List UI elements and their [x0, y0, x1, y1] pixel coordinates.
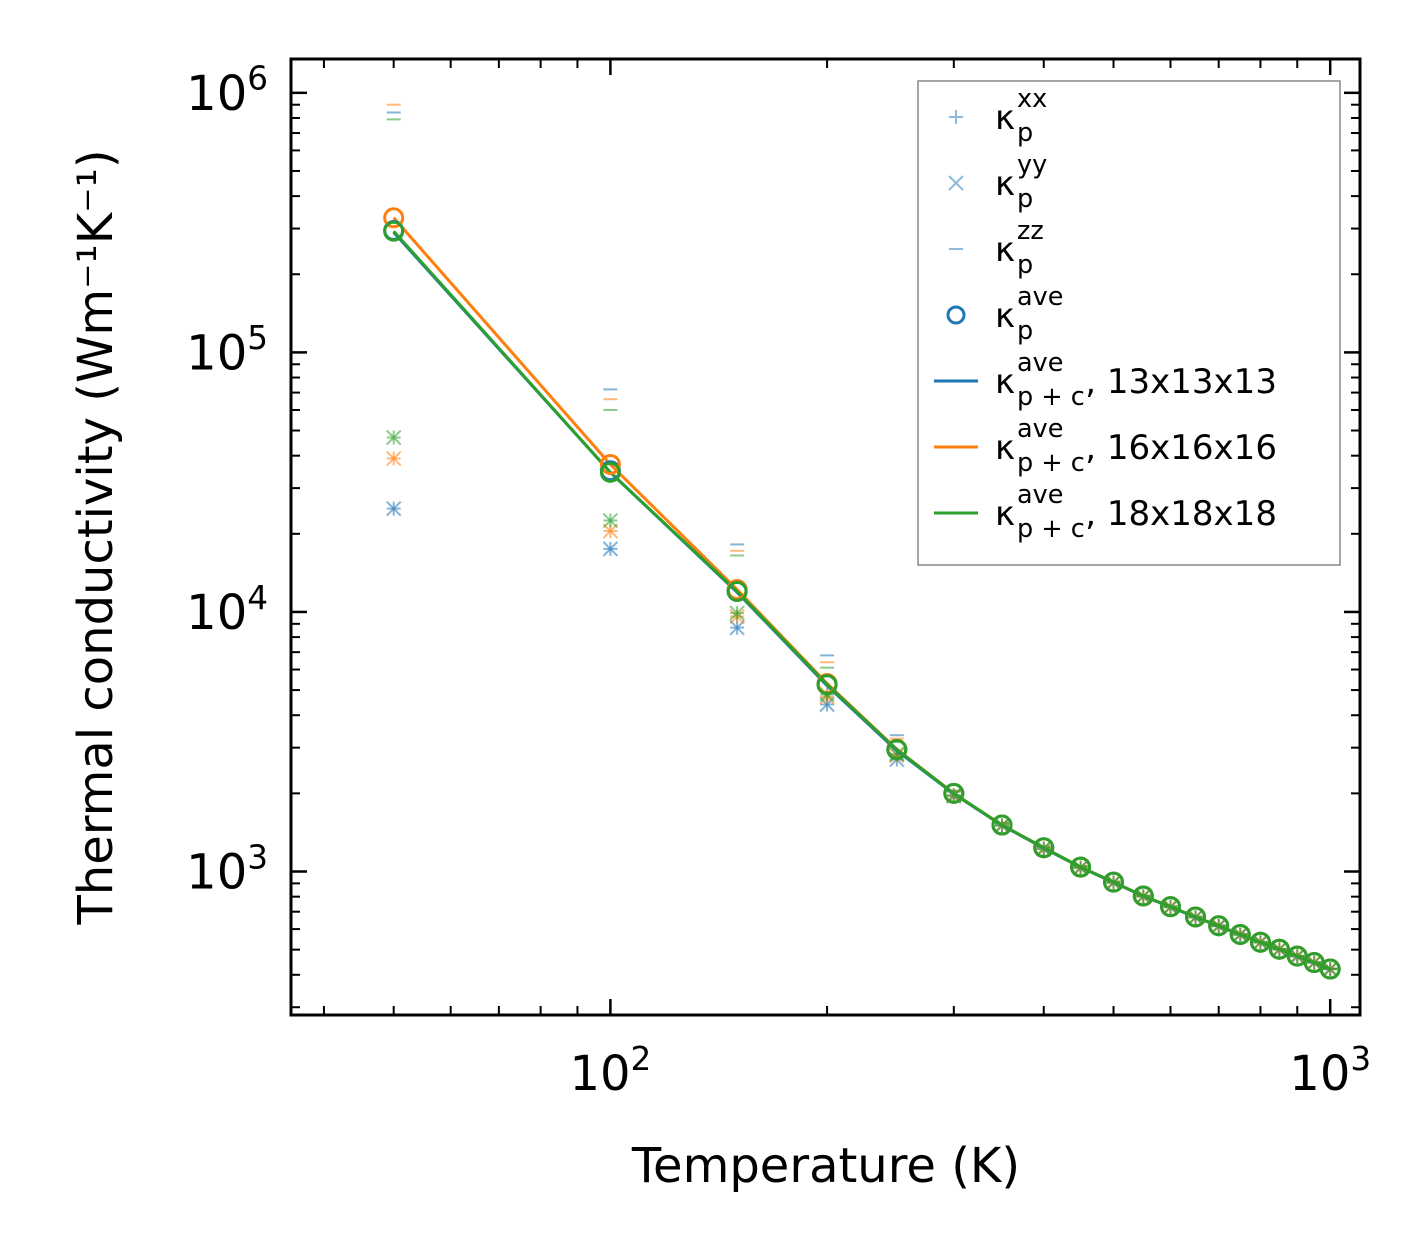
- kave-point-18x18x18: [1160, 896, 1182, 918]
- y-tick-label: 104: [186, 579, 268, 641]
- y-tick-label-exp: 5: [247, 319, 268, 357]
- y-tick-label-exp: 4: [247, 579, 268, 617]
- legend-circle-marker: [946, 305, 966, 325]
- x-tick-label: 102: [569, 1040, 651, 1102]
- legend-label-suffix: , 18x18x18: [1085, 494, 1277, 534]
- legend-label-suffix: , 13x13x13: [1085, 362, 1277, 402]
- x-tick-label-exp: 3: [1350, 1040, 1371, 1078]
- legend-label-sup: xx: [1017, 84, 1047, 114]
- kave-point-18x18x18: [991, 814, 1013, 836]
- legend-label-base: κ: [995, 494, 1015, 534]
- legend-label-base: κ: [995, 362, 1015, 402]
- kyy-point-16x16x16: [385, 450, 402, 467]
- y-tick-label-exp: 6: [247, 60, 268, 98]
- legend-plus-marker: [949, 110, 963, 124]
- legend-label-base: κ: [995, 98, 1015, 138]
- legend-label-base: κ: [995, 428, 1015, 468]
- legend-label-base: κ: [995, 164, 1015, 204]
- x-axis-label: Temperature (K): [631, 1138, 1020, 1194]
- legend-label-base: κ: [995, 230, 1015, 270]
- legend-label-sub: p: [1017, 250, 1033, 280]
- kyy-point-18x18x18: [385, 429, 402, 446]
- kave-point-18x18x18: [1132, 885, 1154, 907]
- legend-x-marker: [948, 175, 964, 191]
- legend-label-sup: ave: [1017, 282, 1063, 312]
- x-tick-label: 103: [1289, 1040, 1371, 1102]
- legend-label: κave p + c, 18x18x18: [995, 480, 1277, 544]
- kave-point-18x18x18: [1070, 856, 1092, 878]
- plot-area: [383, 103, 1341, 980]
- legend-label-sup: ave: [1017, 480, 1063, 510]
- y-tick-label: 106: [186, 60, 268, 122]
- y-tick-label-exp: 3: [247, 838, 268, 876]
- x-tick-label-exp: 2: [631, 1040, 652, 1078]
- legend-label-sup: ave: [1017, 348, 1063, 378]
- y-tick-label: 103: [186, 838, 268, 900]
- legend-label-sup: zz: [1017, 216, 1044, 246]
- y-tick-label-base: 10: [186, 325, 247, 381]
- y-axis-label: Thermal conductivity (Wm⁻¹K⁻¹): [68, 149, 124, 925]
- legend-label-sub: p: [1017, 316, 1033, 346]
- kyy-point-13x13x13: [729, 619, 745, 636]
- legend-label: κave p + c, 13x13x13: [995, 348, 1277, 412]
- legend-label-sup: yy: [1017, 150, 1047, 180]
- kpc-line-18x18x18: [392, 230, 1331, 971]
- y-tick-label: 105: [186, 319, 268, 381]
- kave-point-18x18x18: [1249, 931, 1271, 953]
- legend-label: κyy p: [995, 150, 1047, 214]
- y-tick-label-base: 10: [186, 66, 247, 122]
- legend-label: κave p: [995, 282, 1063, 346]
- legend-label-sub: p + c: [1017, 448, 1085, 478]
- x-tick-label-base: 10: [569, 1046, 630, 1102]
- y-tick-label-base: 10: [186, 585, 247, 641]
- kyy-point-13x13x13: [385, 500, 402, 517]
- kave-point-18x18x18: [383, 220, 405, 242]
- kave-point-18x18x18: [599, 461, 621, 483]
- kave-point-18x18x18: [1319, 958, 1341, 980]
- kave-point-18x18x18: [1229, 923, 1251, 945]
- kave-point-18x18x18: [886, 739, 908, 761]
- y-tick-label-base: 10: [186, 845, 247, 901]
- x-tick-label-base: 10: [1289, 1046, 1350, 1102]
- kave-point-18x18x18: [1103, 871, 1125, 893]
- legend-label-sub: p + c: [1017, 382, 1085, 412]
- kave-point-16x16x16: [383, 207, 405, 229]
- kave-point-18x18x18: [1033, 837, 1055, 859]
- legend-label-sub: p: [1017, 184, 1033, 214]
- legend-label-suffix: , 16x16x16: [1085, 428, 1277, 468]
- kyy-point-13x13x13: [602, 541, 619, 557]
- kave-point-18x18x18: [726, 580, 748, 602]
- kave-point-18x18x18: [1268, 938, 1290, 960]
- kyy-point-18x18x18: [602, 512, 619, 529]
- legend-label: κave p + c, 16x16x16: [995, 414, 1277, 478]
- plot-frame: [289, 57, 1362, 1017]
- legend-label: κxx p: [995, 84, 1047, 148]
- legend-label-sub: p: [1017, 118, 1033, 148]
- kyy-point-18x18x18: [729, 605, 745, 621]
- legend-label-base: κ: [995, 296, 1015, 336]
- legend-label: κzz p: [995, 216, 1044, 280]
- kave-point-18x18x18: [1208, 915, 1230, 937]
- kave-point-18x18x18: [943, 782, 965, 804]
- kave-point-18x18x18: [816, 674, 838, 696]
- kave-point-16x16x16: [599, 453, 621, 475]
- legend-label-sub: p + c: [1017, 514, 1085, 544]
- legend-label-sup: ave: [1017, 414, 1063, 444]
- legend-box: [917, 80, 1341, 566]
- kave-point-18x18x18: [1185, 906, 1207, 928]
